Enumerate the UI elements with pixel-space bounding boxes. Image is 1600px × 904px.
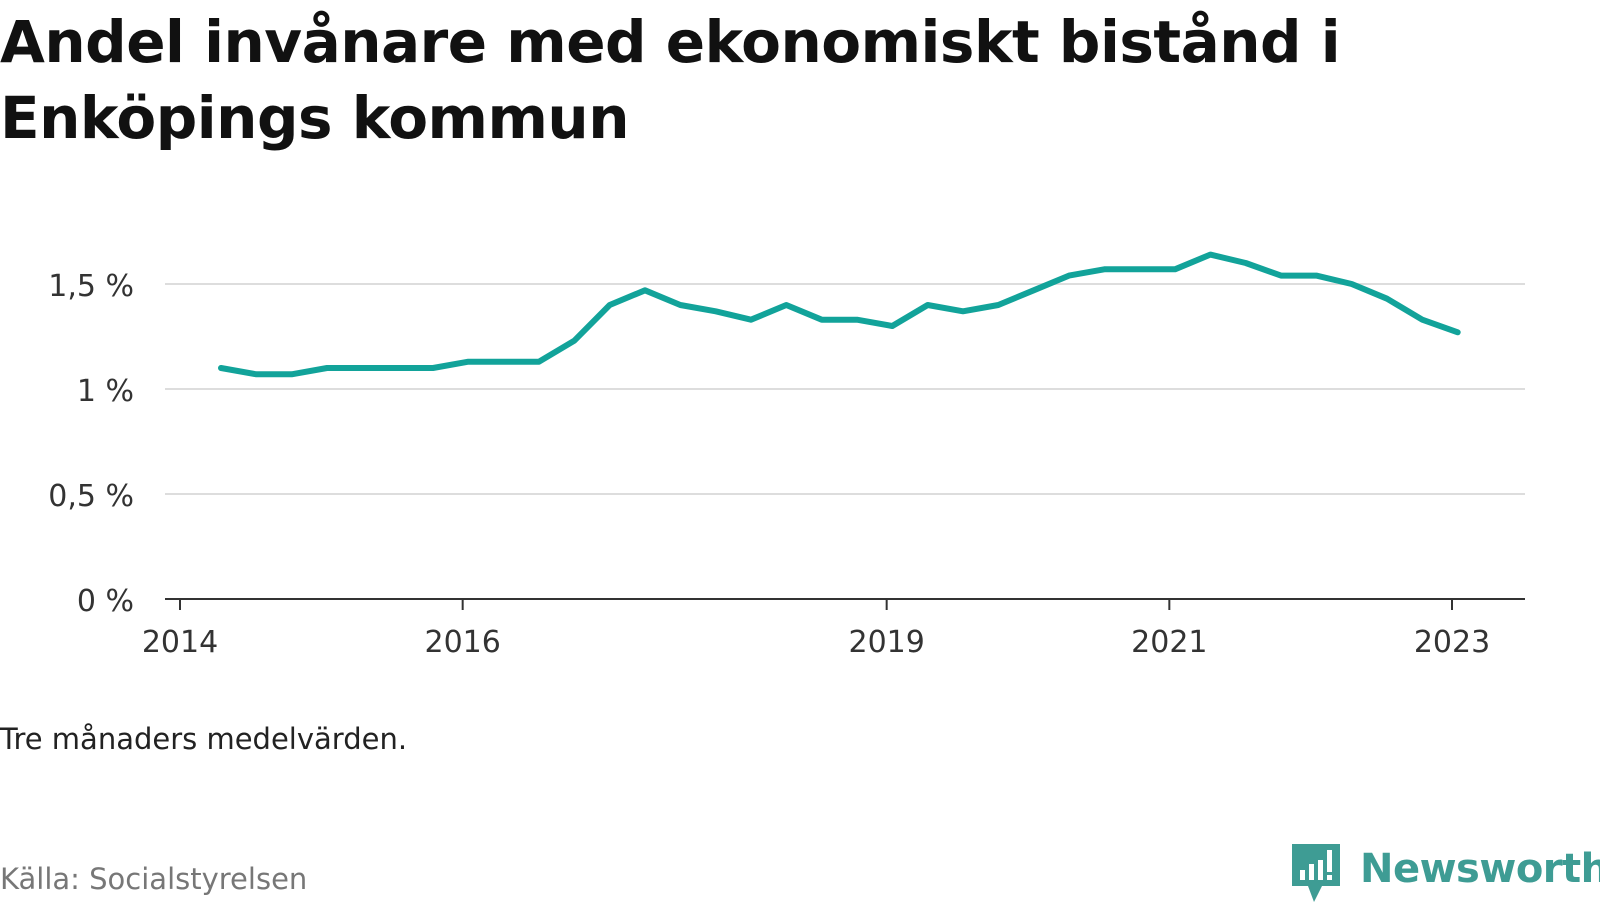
y-tick-label: 1 % bbox=[77, 374, 134, 409]
source-credit: Källa: Socialstyrelsen bbox=[0, 862, 308, 896]
x-tick-label: 2014 bbox=[142, 625, 218, 660]
y-tick-label: 1,5 % bbox=[48, 269, 134, 304]
x-tick-label: 2021 bbox=[1131, 625, 1207, 660]
newsworthy-logo-icon bbox=[1292, 844, 1340, 902]
chart-note: Tre månaders medelvärden. bbox=[0, 722, 408, 756]
x-axis-ticks: 2014 2016 2019 2021 2023 bbox=[142, 599, 1490, 660]
series-line bbox=[218, 251, 1461, 378]
x-tick-label: 2019 bbox=[848, 625, 924, 660]
chart-title: Andel invånare med ekonomiskt bistånd i … bbox=[0, 8, 1341, 152]
y-tick-label: 0 % bbox=[77, 584, 134, 619]
grid-lines bbox=[165, 283, 1525, 495]
y-axis-ticks: 0 % 0,5 % 1 % 1,5 % bbox=[48, 269, 134, 619]
x-tick-label: 2023 bbox=[1414, 625, 1490, 660]
x-tick-label: 2016 bbox=[424, 625, 500, 660]
brand-name: Newsworthy bbox=[1360, 846, 1600, 892]
y-tick-label: 0,5 % bbox=[48, 479, 134, 514]
